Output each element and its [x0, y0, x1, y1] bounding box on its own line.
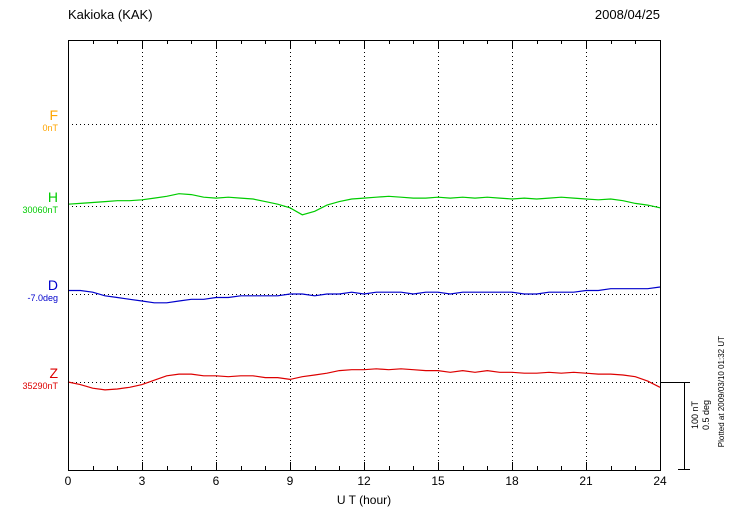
plot-frame: [68, 40, 661, 471]
plotted-at-note: Plotted at 2009/03/10 01:32 UT: [717, 336, 726, 448]
x-tick-label-15: 15: [431, 474, 445, 488]
series-letter-Z: Z: [49, 365, 58, 381]
trace-H: [67, 193, 661, 216]
scale-bar-deg-label: 0.5 deg: [701, 400, 711, 431]
trace-Z: [67, 368, 661, 391]
trace-D: [68, 286, 661, 304]
series-block-D: D -7.0deg: [4, 277, 58, 304]
series-letter-D: D: [47, 277, 58, 293]
x-tick-label-6: 6: [212, 474, 220, 488]
series-baseline-Z: 35290nT: [22, 381, 58, 391]
x-tick-label-3: 3: [138, 474, 146, 488]
x-tick-label-9: 9: [286, 474, 294, 488]
series-block-Z: Z 35290nT: [4, 365, 58, 392]
series-letter-H: H: [47, 189, 58, 205]
x-tick-label-0: 0: [64, 474, 72, 488]
series-baseline-H: 30060nT: [22, 205, 58, 215]
x-tick-label-24: 24: [653, 474, 667, 488]
scale-bar-labels: 100 nT 0.5 deg: [690, 400, 712, 430]
station-title: Kakioka (KAK): [68, 7, 153, 22]
series-block-F: F 0nT: [4, 107, 58, 134]
plot-date: 2008/04/25: [594, 7, 660, 22]
series-baseline-D: -7.0deg: [27, 293, 58, 303]
x-axis-title: U T (hour): [336, 493, 392, 507]
series-baseline-F: 0nT: [42, 123, 58, 133]
x-tick-label-12: 12: [357, 474, 371, 488]
series-letter-F: F: [49, 107, 58, 123]
scale-bar-nt-label: 100 nT: [690, 401, 700, 430]
x-tick-label-18: 18: [505, 474, 519, 488]
x-tick-label-21: 21: [579, 474, 593, 488]
series-block-H: H 30060nT: [4, 189, 58, 216]
